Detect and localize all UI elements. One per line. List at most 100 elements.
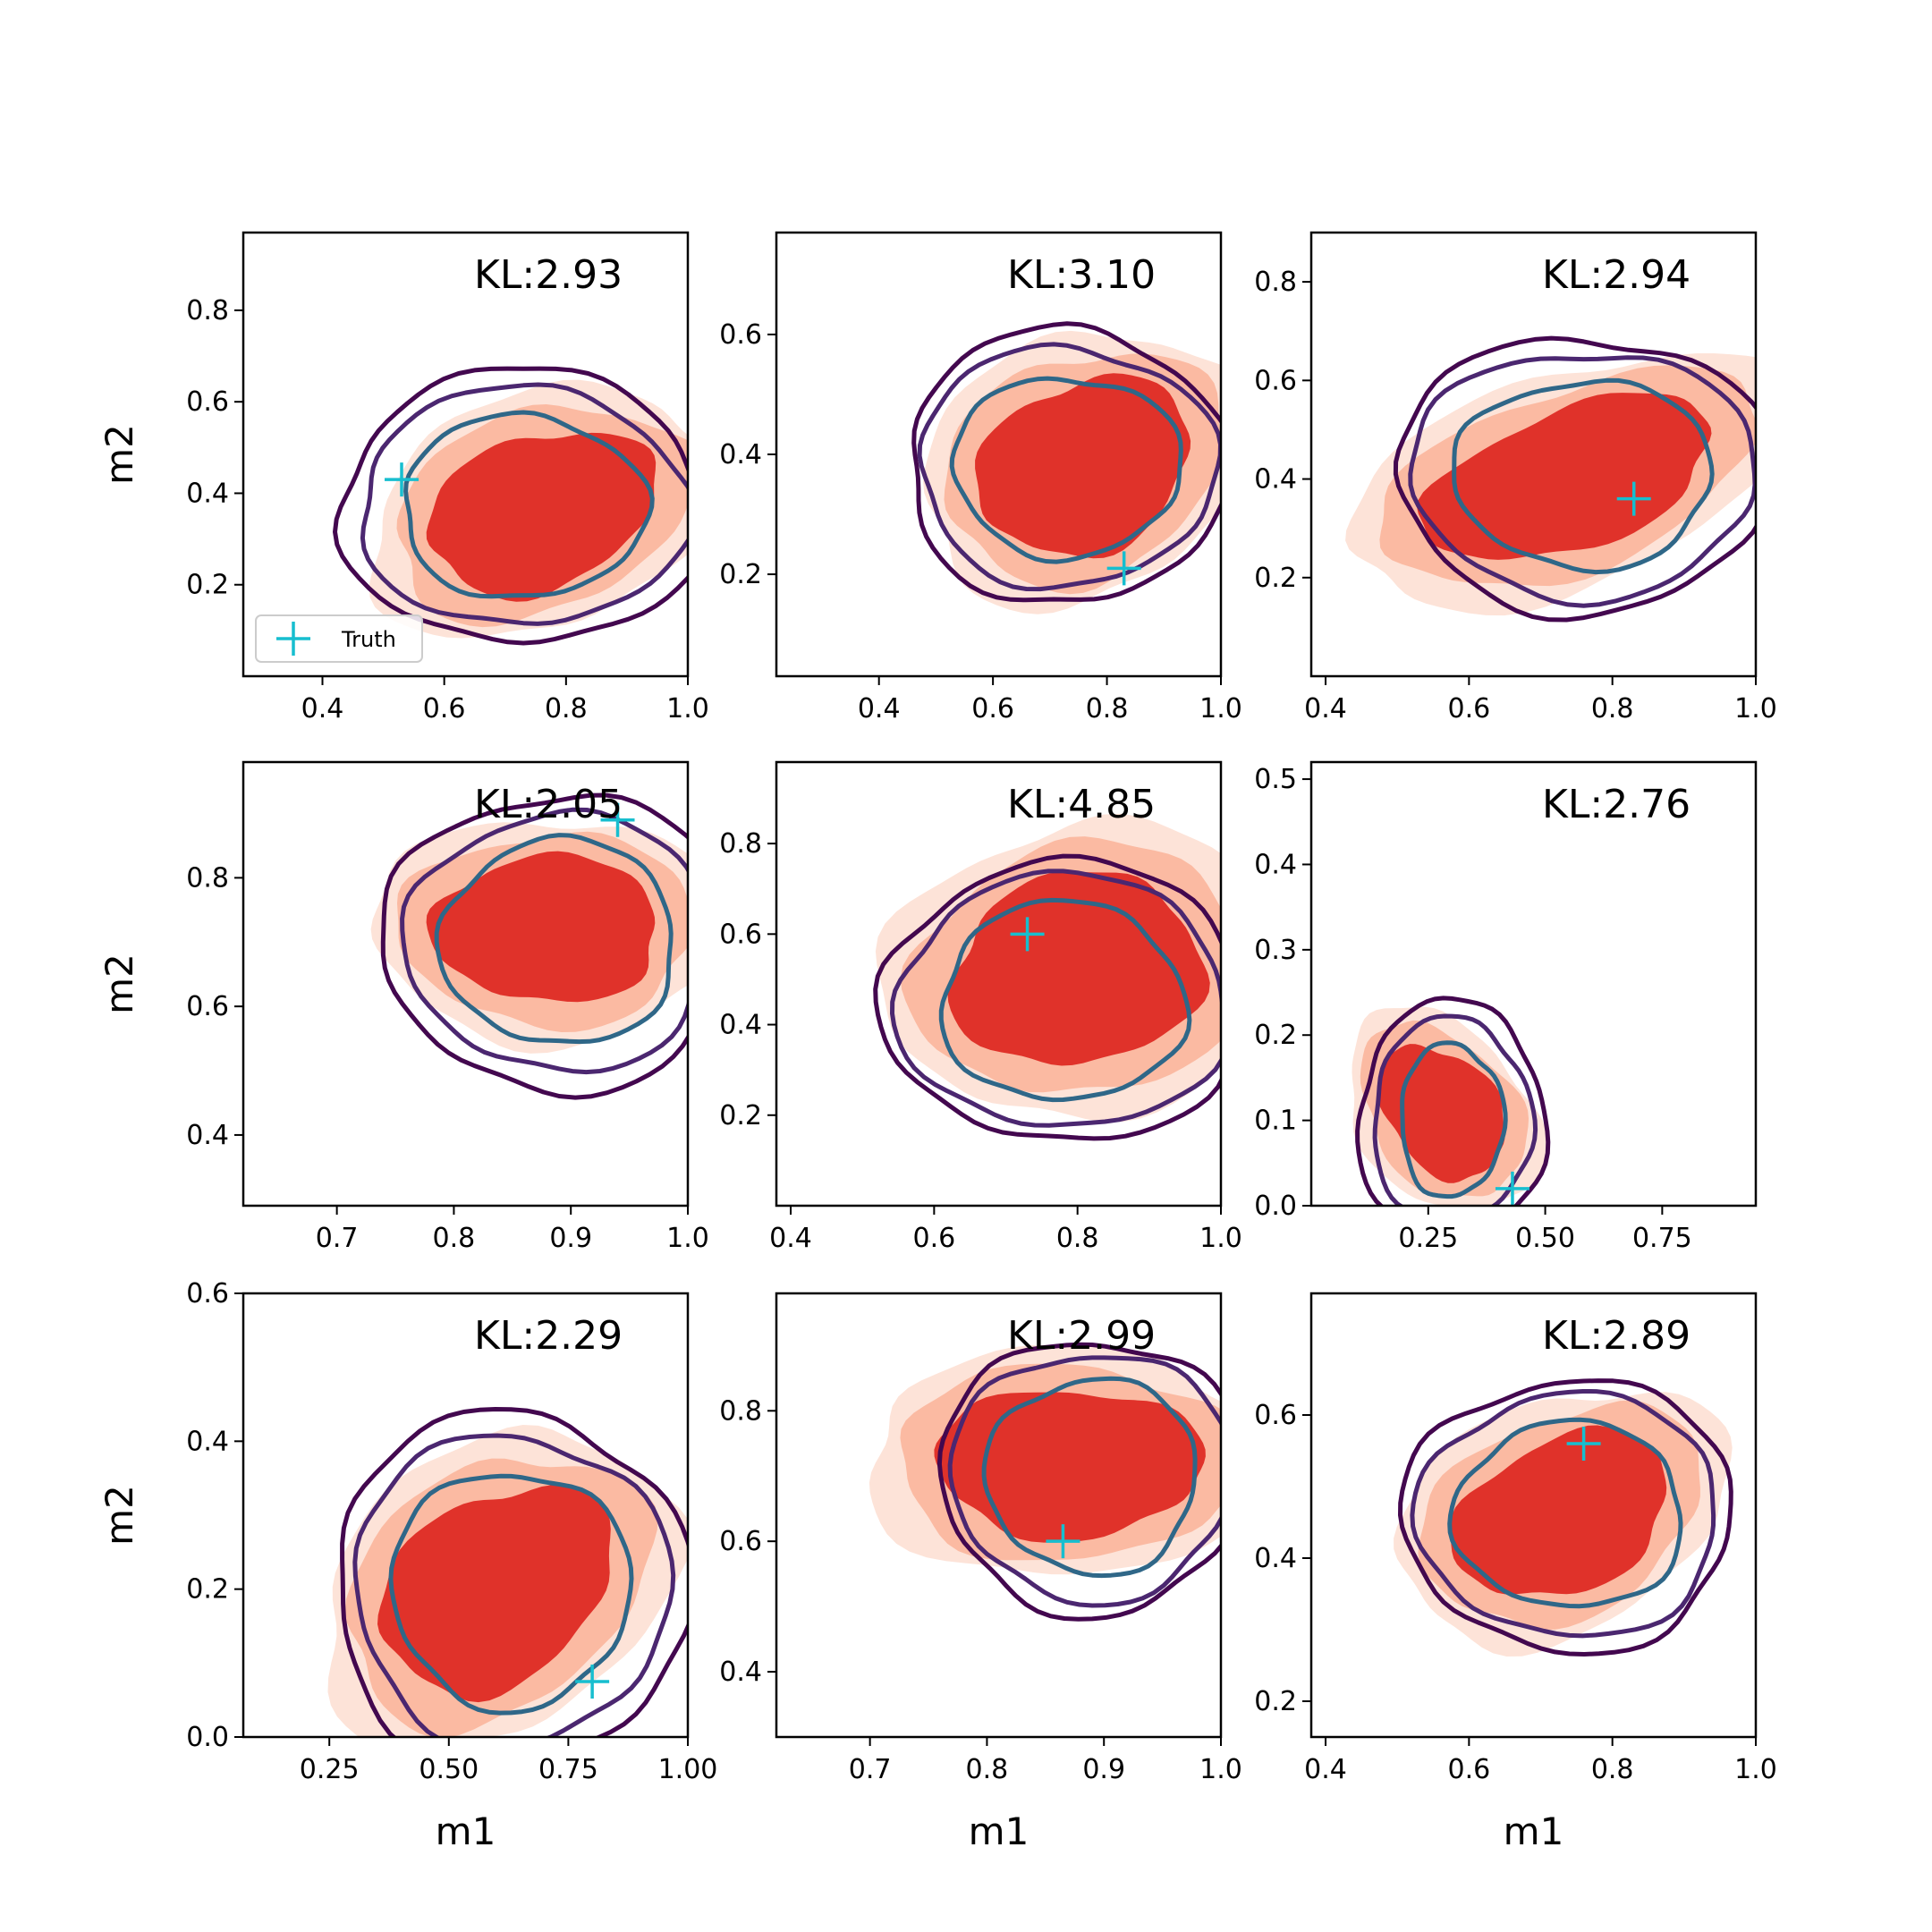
y-tick-label: 0.0 [186,1722,229,1753]
x-tick-label: 1.0 [1199,1223,1242,1254]
x-axis-label: m1 [969,1809,1030,1853]
y-tick-label: 0.2 [719,1100,762,1131]
y-tick-label: 0.3 [1254,935,1297,966]
x-tick-label: 0.6 [971,693,1014,724]
axes-frame [775,1292,1223,1739]
x-tick-label: 0.4 [858,693,901,724]
kl-annotation: KL:3.10 [1007,252,1156,298]
contour-mid [400,807,688,1075]
kl-annotation: KL:2.76 [1542,782,1690,827]
x-tick-label: 0.7 [316,1223,359,1254]
x-tick-label: 0.8 [1086,693,1129,724]
contour-inner [981,1376,1198,1579]
truth-marker [1616,481,1651,516]
subplot-1-1: 0.4 0.6 0.8 1.0 0.2 0.4 0.6 0.8 KL:4.85 [719,760,1242,1254]
y-tick-label: 0.4 [186,1426,229,1457]
y-tick-label: 0.4 [719,439,762,470]
y-tick-label: 0.6 [186,991,229,1022]
x-tick-label: 0.6 [1447,693,1490,724]
subplot-1-0: 0.7 0.8 0.9 1.0 0.4 0.6 0.8 KL:2.05 m2 [97,760,709,1254]
y-tick-label: 0.6 [719,1526,762,1557]
x-tick-label: 0.9 [549,1223,592,1254]
plot-area [1394,1378,1733,1657]
contour-inner [403,410,655,599]
x-tick-label: 0.6 [912,1223,955,1254]
x-tick-label: 0.8 [545,693,588,724]
truth-marker [575,1665,610,1699]
contour-inner [434,833,674,1045]
x-tick-label: 1.0 [1734,1754,1777,1785]
density-core [426,432,657,602]
kl-annotation: KL:2.93 [474,252,623,298]
subplot-2-1: 0.7 0.8 0.9 1.0 0.4 0.6 0.8 KL:2.99 m1 [719,1292,1242,1853]
y-tick-label: 0.2 [1254,1020,1297,1051]
y-tick-label: 0.8 [719,828,762,860]
x-tick-label: 0.75 [538,1754,598,1785]
y-tick-label: 0.8 [1254,267,1297,298]
plot-area [327,1407,688,1737]
y-tick-label: 0.5 [1254,764,1297,795]
y-axis-label: m2 [97,424,141,485]
x-tick-label: 0.4 [1304,1754,1347,1785]
contour-outer [340,1407,688,1737]
y-tick-label: 0.2 [1254,563,1297,594]
x-tick-label: 0.50 [419,1754,479,1785]
x-tick-label: 1.0 [666,693,709,724]
contour-outer [911,321,1221,603]
contour-mid [352,1433,676,1737]
x-tick-label: 0.25 [1398,1223,1458,1254]
truth-marker [1010,917,1045,952]
axes-frame [1309,760,1758,1208]
y-tick-label: 0.6 [186,386,229,418]
y-tick-label: 0.2 [1254,1686,1297,1717]
plot-area [869,1342,1221,1622]
contour-mid [1372,1013,1538,1206]
x-tick-label: 0.8 [1056,1223,1099,1254]
legend: Truth [255,614,423,663]
contour-mid [1410,1389,1716,1639]
y-tick-label: 0.4 [719,1657,762,1688]
subplot-0-1: 0.4 0.6 0.8 1.0 0.2 0.4 0.6 KL:3.10 [719,231,1242,724]
subplot-0-0: 0.4 0.6 0.8 1.0 0.2 0.4 0.6 0.8 KL:2.93 m2 Truth [97,231,709,724]
axes-frame [242,231,690,678]
y-axis-label: m2 [97,953,141,1014]
contour-outer [936,1342,1221,1622]
contour-mid [890,869,1221,1128]
plot-area [333,366,688,646]
axes-frame [242,760,690,1208]
y-tick-label: 0.4 [186,1120,229,1151]
y-tick-label: 0.6 [1254,365,1297,396]
x-tick-label: 0.4 [769,1223,812,1254]
x-tick-label: 0.9 [1082,1754,1125,1785]
x-tick-label: 0.8 [1591,1754,1634,1785]
x-tick-label: 0.75 [1632,1223,1692,1254]
y-tick-label: 0.4 [1254,464,1297,496]
density-core [947,871,1210,1066]
kl-annotation: KL:2.05 [474,782,623,827]
y-tick-label: 0.4 [1254,849,1297,880]
contour-mid [1408,355,1756,608]
x-tick-label: 0.50 [1515,1223,1575,1254]
x-tick-label: 0.4 [301,693,344,724]
contour-mid [360,382,688,626]
x-tick-label: 1.0 [1199,1754,1242,1785]
kl-annotation: KL:2.99 [1007,1313,1156,1359]
x-tick-label: 1.00 [658,1754,718,1785]
y-tick-label: 0.1 [1254,1106,1297,1137]
y-tick-label: 0.6 [1254,1400,1297,1431]
plot-area [1352,996,1551,1206]
x-tick-label: 0.6 [423,693,466,724]
axes-frame [242,1292,690,1739]
plot-area [1345,335,1756,623]
truth-marker [1495,1171,1530,1206]
x-tick-label: 0.25 [300,1754,360,1785]
y-tick-label: 0.4 [719,1010,762,1041]
y-tick-label: 0.8 [719,1395,762,1427]
x-tick-label: 0.8 [433,1223,476,1254]
x-tick-label: 1.0 [1734,693,1777,724]
kl-annotation: KL:4.85 [1007,782,1156,827]
density-core [934,1392,1206,1543]
density-core [426,851,656,1003]
subplot-0-2: 0.4 0.6 0.8 1.0 0.2 0.4 0.6 0.8 KL:2.94 [1254,231,1777,724]
